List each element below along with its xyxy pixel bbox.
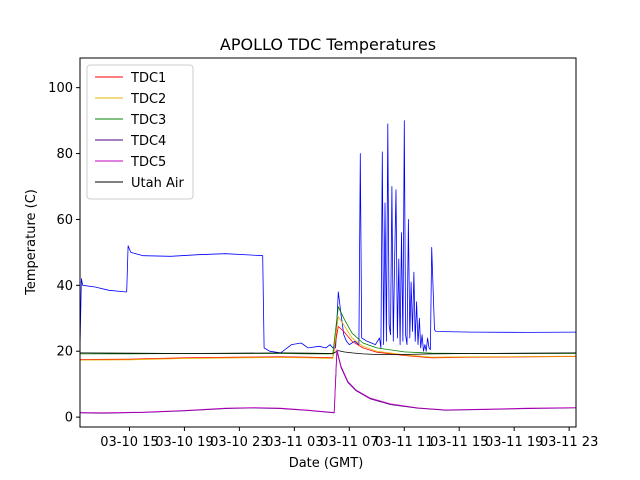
x-tick-label: 03-11 07 xyxy=(320,435,378,450)
x-tick-label: 03-11 19 xyxy=(485,435,543,450)
series-line-utah-air xyxy=(80,350,576,355)
legend-label: TDC1 xyxy=(130,71,166,86)
y-tick-label: 20 xyxy=(56,345,73,360)
series-line-tdc2 xyxy=(80,316,576,361)
x-tick-label: 03-10 19 xyxy=(155,435,213,450)
series-line-tdc3 xyxy=(80,306,576,355)
x-tick-label: 03-11 15 xyxy=(430,435,488,450)
legend: TDC1 TDC2 TDC3 TDC4 TDC5 Utah Air xyxy=(86,64,194,200)
x-tick-label: 03-10 23 xyxy=(210,435,268,450)
x-axis-label: Date (GMT) xyxy=(289,456,364,471)
series-line-blue xyxy=(80,120,576,354)
series-line-tdc4 xyxy=(80,350,576,414)
x-tick-label: 03-10 15 xyxy=(100,435,158,450)
legend-label: TDC3 xyxy=(130,113,166,128)
x-tick-label: 03-11 23 xyxy=(540,435,598,450)
chart-title: APOLLO TDC Temperatures xyxy=(220,35,436,54)
y-tick-label: 100 xyxy=(48,81,73,96)
plot-frame xyxy=(79,57,577,428)
legend-label: TDC5 xyxy=(130,155,166,170)
legend-label: Utah Air xyxy=(131,176,184,191)
series-line-tdc1 xyxy=(80,326,576,360)
legend-label: TDC2 xyxy=(130,92,166,107)
series-layer xyxy=(80,120,576,414)
y-tick-label: 60 xyxy=(56,213,73,228)
y-tick-label: 0 xyxy=(65,411,73,426)
y-axis-label: Temperature (C) xyxy=(24,189,39,296)
y-tick-label: 80 xyxy=(56,147,73,162)
y-tick-label: 40 xyxy=(56,279,73,294)
legend-label: TDC4 xyxy=(130,134,166,149)
x-tick-label: 03-11 03 xyxy=(265,435,323,450)
x-tick-label: 03-11 11 xyxy=(375,435,433,450)
series-line-tdc5 xyxy=(80,349,576,414)
